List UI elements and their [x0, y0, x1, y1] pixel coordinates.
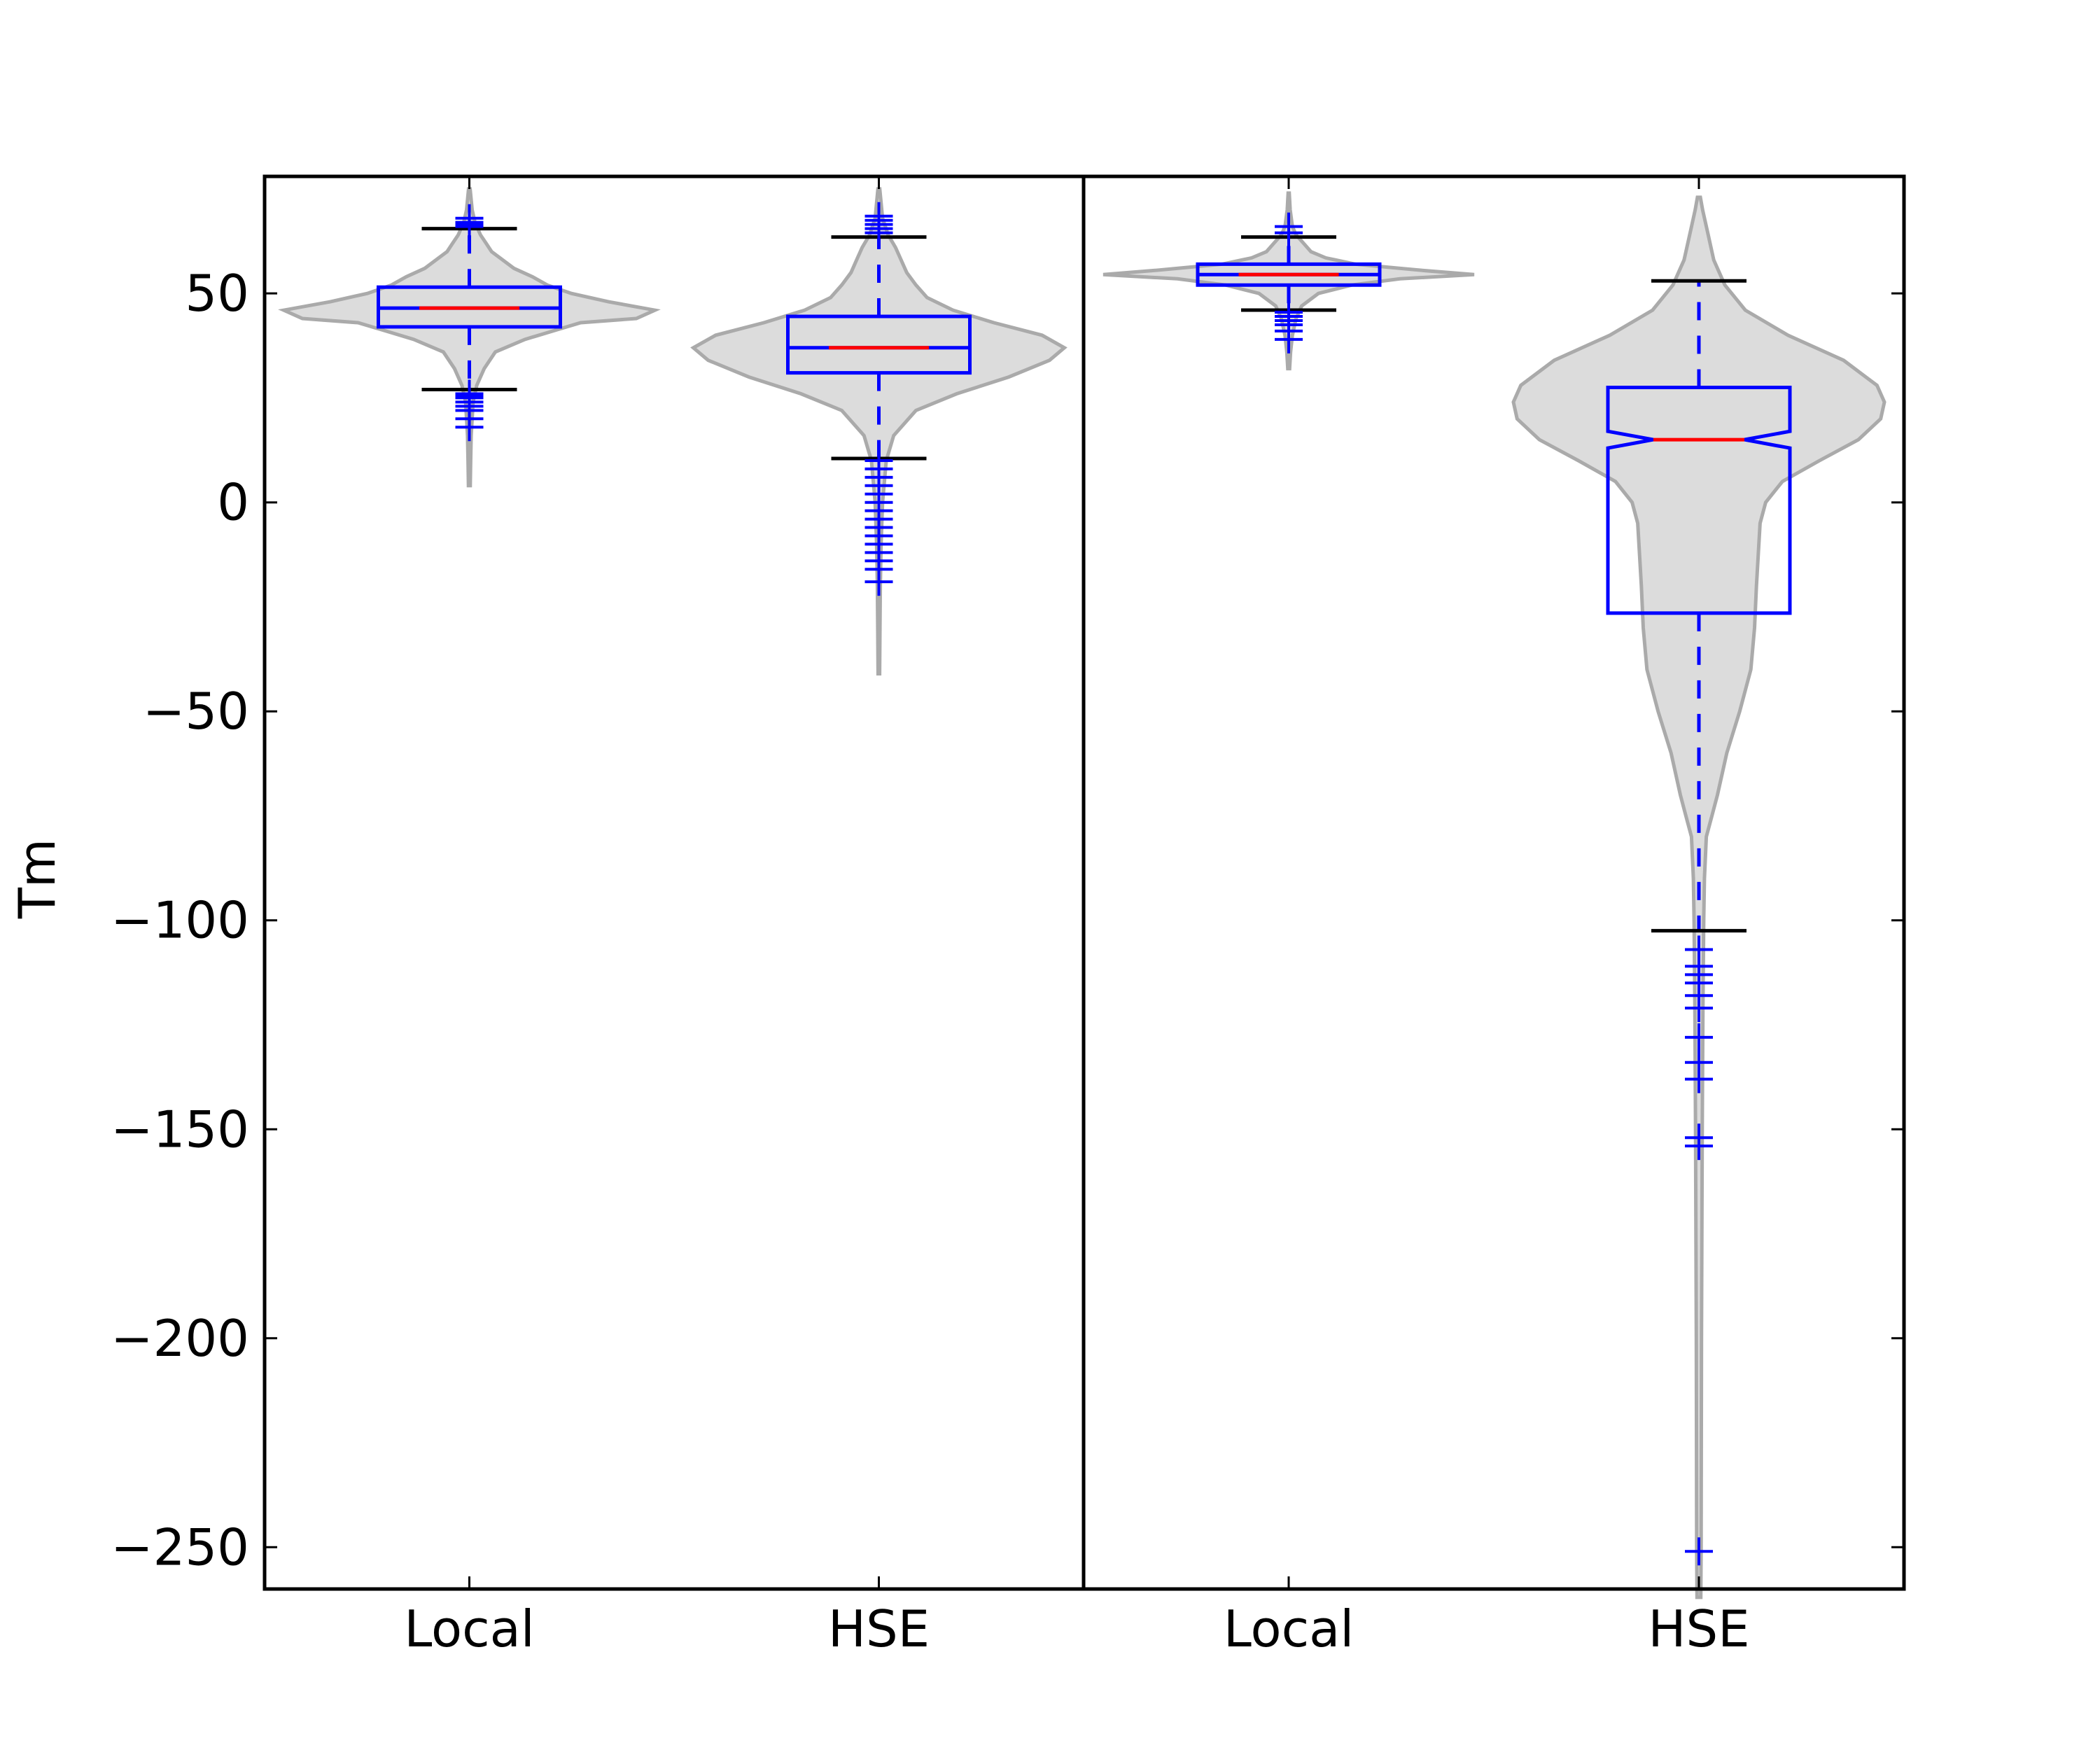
- outlier-point: [455, 379, 484, 408]
- y-tick-label: 50: [185, 264, 249, 323]
- axis-layer: Local HSE Local HSE 50 0 −50 −100 −150 −200 −250: [111, 174, 1906, 1658]
- category-local-1: [278, 187, 661, 488]
- x-tick-label: HSE: [828, 1600, 930, 1658]
- violin: [690, 187, 1068, 676]
- panel-layer: [278, 187, 1886, 1600]
- x-tick-label: Local: [1224, 1600, 1354, 1658]
- outlier-point: [864, 202, 893, 230]
- panel-1: [278, 187, 1068, 676]
- y-tick-label: −150: [111, 1100, 249, 1158]
- panel-2: [1102, 191, 1886, 1600]
- outlier-point: [1685, 1023, 1713, 1051]
- outlier-point: [864, 446, 893, 475]
- outlier-point: [1685, 1065, 1713, 1093]
- outlier-point: [1685, 1132, 1713, 1161]
- box: [1606, 386, 1792, 615]
- box: [786, 314, 972, 375]
- outlier-point: [1275, 212, 1303, 241]
- outlier-point: [1275, 298, 1303, 327]
- category-hse-1: [690, 187, 1068, 676]
- outlier-point: [1685, 1537, 1713, 1566]
- outlier-point: [455, 204, 484, 232]
- y-tick-label: −100: [111, 891, 249, 950]
- y-tick-label: −50: [143, 682, 249, 741]
- category-hse-2: [1511, 195, 1886, 1600]
- category-local-2: [1102, 191, 1475, 371]
- y-tick-label: 0: [217, 473, 249, 532]
- y-tick-label: −250: [111, 1518, 249, 1576]
- outlier-point: [1685, 994, 1713, 1023]
- x-tick-label: HSE: [1648, 1600, 1749, 1658]
- y-tick-label: −200: [111, 1309, 249, 1368]
- x-tick-label: Local: [404, 1600, 535, 1658]
- panel-frame: [1082, 174, 1906, 1591]
- y-axis-label: Tm: [8, 839, 66, 919]
